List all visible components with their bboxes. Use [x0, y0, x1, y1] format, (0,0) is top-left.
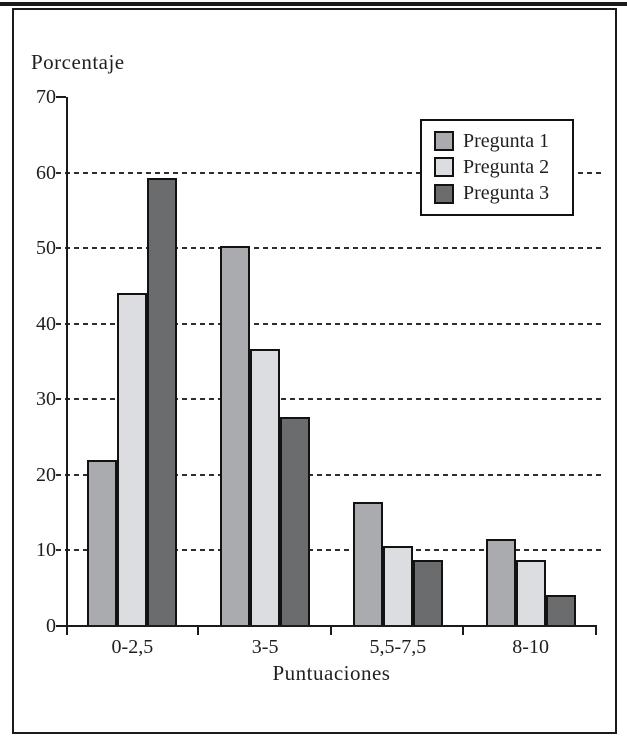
x-category-label-2: 3-5 [251, 636, 279, 658]
bar-pregunta-3-group-1 [147, 177, 178, 626]
bar-pregunta-2-group-3 [382, 545, 413, 626]
legend-item-1: Pregunta 1 [434, 130, 572, 153]
y-tick-label-50: 50 [36, 237, 56, 260]
legend-label-3: Pregunta 3 [463, 182, 550, 205]
y-tick-label-40: 40 [36, 312, 56, 335]
gridline-60 [56, 171, 601, 174]
bar-pregunta-1-group-1 [87, 459, 118, 626]
y-tick-label-0: 0 [46, 615, 56, 637]
bar-pregunta-2-group-1 [117, 292, 148, 626]
x-axis-line [66, 625, 597, 627]
y-tick-label-60: 60 [36, 161, 56, 184]
x-axis-title: Puntuaciones [272, 661, 391, 685]
legend: Pregunta 1 Pregunta 2 Pregunta 3 [420, 119, 574, 216]
y-axis-title: Porcentaje [31, 50, 125, 74]
y-tick-label-10: 10 [36, 539, 56, 562]
plot-area [56, 96, 601, 635]
bar-pregunta-2-group-2 [250, 349, 281, 626]
legend-label-1: Pregunta 1 [463, 129, 550, 152]
x-axis-tick-3 [462, 626, 465, 635]
legend-swatch-2 [434, 157, 454, 178]
gridline-10 [56, 549, 601, 552]
y-tick-label-70: 70 [36, 86, 56, 108]
legend-item-3: Pregunta 3 [434, 182, 572, 205]
bar-pregunta-3-group-3 [412, 559, 443, 626]
gridline-50 [56, 247, 601, 250]
y-tick-label-30: 30 [36, 388, 56, 411]
bar-pregunta-1-group-3 [352, 502, 383, 626]
x-axis-tick-4 [595, 626, 597, 635]
legend-swatch-1 [434, 131, 454, 152]
legend-item-2: Pregunta 2 [434, 156, 572, 179]
y-tick-0 [56, 625, 66, 627]
legend-label-2: Pregunta 2 [463, 155, 550, 178]
bar-pregunta-1-group-4 [485, 539, 516, 626]
gridline-30 [56, 398, 601, 401]
legend-swatch-3 [434, 183, 454, 204]
x-axis-tick-2 [329, 626, 332, 635]
bar-pregunta-1-group-2 [220, 245, 251, 626]
bar-pregunta-2-group-4 [515, 559, 546, 626]
bar-pregunta-3-group-2 [280, 416, 311, 626]
x-axis-tick-1 [196, 626, 199, 635]
x-category-label-4: 8-10 [512, 636, 549, 658]
y-tick-label-20: 20 [36, 463, 56, 486]
page-top-rule [0, 2, 627, 6]
gridline-40 [56, 322, 601, 325]
y-tick-70 [56, 96, 66, 98]
x-category-label-3: 5,5-7,5 [369, 636, 427, 658]
gridline-20 [56, 473, 601, 476]
bar-pregunta-3-group-4 [545, 595, 576, 626]
y-axis-line [66, 97, 68, 633]
x-category-label-1: 0-2,5 [111, 636, 154, 658]
